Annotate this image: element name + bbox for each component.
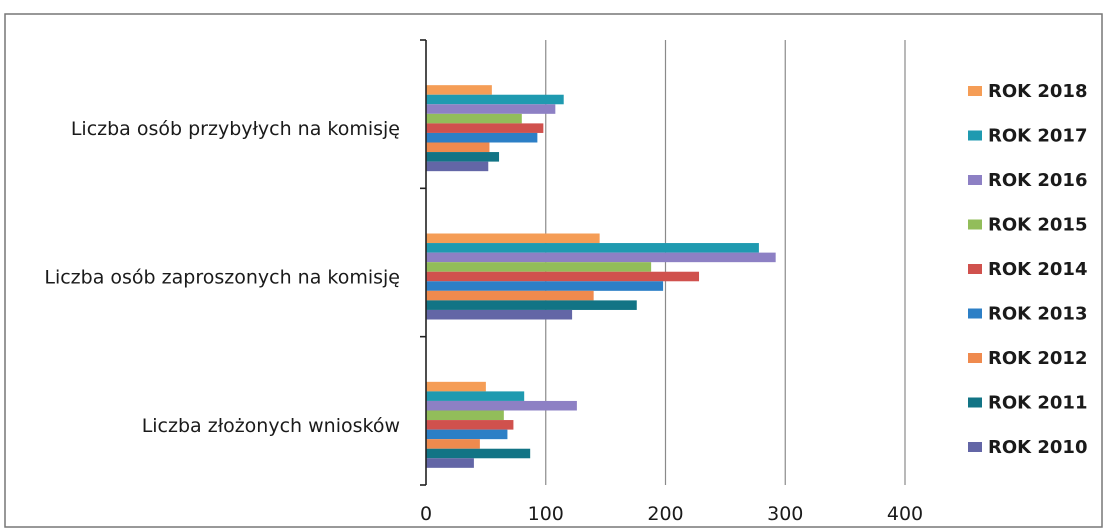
bar-rok-2011-cat-1 [426, 300, 637, 310]
x-tick-label: 100 [528, 503, 564, 525]
category-labels: Liczba osób przybyłych na komisję Liczba … [44, 118, 400, 437]
bar-rok-2012-cat-1 [426, 290, 594, 301]
x-tick-label: 200 [647, 503, 683, 525]
legend-label-rok-2012: ROK 2012 [988, 348, 1087, 369]
legend-swatch-rok-2016 [968, 175, 982, 185]
legend-label-rok-2010: ROK 2010 [988, 437, 1087, 458]
bar-rok-2015-cat-1 [426, 262, 652, 272]
bar-rok-2011-cat-0 [426, 152, 500, 162]
x-tick-label: 300 [767, 503, 803, 525]
bar-rok-2018-cat-1 [426, 233, 600, 244]
bar-rok-2012-cat-2 [426, 439, 480, 449]
legend-swatch-rok-2014 [968, 264, 982, 274]
legend-swatch-rok-2011 [968, 397, 982, 408]
bar-rok-2018-cat-2 [426, 381, 486, 392]
bar-rok-2018-cat-0 [426, 85, 492, 95]
legend: ROK 2018 ROK 2017 ROK 2016 ROK 2015 ROK 2014… [968, 81, 1087, 458]
category-label: Liczba złożonych wniosków [142, 415, 400, 437]
legend-swatch-rok-2017 [968, 130, 982, 141]
legend-swatch-rok-2018 [968, 86, 982, 96]
legend-label-rok-2015: ROK 2015 [988, 215, 1087, 236]
category-label: Liczba osób zaproszonych na komisję [44, 267, 400, 289]
legend-swatch-rok-2010 [968, 442, 982, 452]
bar-rok-2012-cat-0 [426, 142, 490, 153]
x-tick-label: 400 [887, 503, 923, 525]
bar-rok-2017-cat-0 [426, 94, 564, 105]
category-label: Liczba osób przybyłych na komisję [71, 118, 400, 140]
bar-rok-2013-cat-0 [426, 132, 538, 143]
legend-label-rok-2016: ROK 2016 [988, 170, 1087, 191]
bar-rok-2016-cat-2 [426, 400, 577, 411]
legend-label-rok-2018: ROK 2018 [988, 81, 1087, 102]
bar-rok-2015-cat-0 [426, 113, 522, 124]
bar-rok-2016-cat-0 [426, 104, 556, 114]
bar-rok-2014-cat-2 [426, 420, 514, 430]
bar-rok-2017-cat-1 [426, 243, 759, 253]
bar-rok-2010-cat-0 [426, 161, 489, 172]
bar-rok-2014-cat-0 [426, 123, 544, 133]
bar-rok-2013-cat-1 [426, 281, 664, 291]
bar-rok-2017-cat-2 [426, 391, 525, 401]
x-tick-label: 0 [420, 503, 432, 525]
legend-swatch-rok-2015 [968, 219, 982, 230]
bar-rok-2010-cat-1 [426, 309, 573, 320]
x-tick-labels: 0 100 200 300 400 [420, 503, 923, 525]
y-axis [420, 39, 427, 486]
legend-label-rok-2014: ROK 2014 [988, 259, 1087, 280]
bar-rok-2011-cat-2 [426, 448, 531, 459]
chart-border [4, 13, 1103, 528]
bar-rok-2014-cat-1 [426, 271, 700, 282]
legend-label-rok-2011: ROK 2011 [988, 393, 1087, 414]
bar-rok-2015-cat-2 [426, 410, 504, 421]
bar-rok-2016-cat-1 [426, 252, 776, 263]
bars-group [426, 85, 776, 468]
legend-swatch-rok-2013 [968, 308, 982, 319]
legend-label-rok-2017: ROK 2017 [988, 126, 1087, 147]
bar-rok-2010-cat-2 [426, 458, 474, 468]
legend-label-rok-2013: ROK 2013 [988, 304, 1087, 325]
bar-rok-2013-cat-2 [426, 429, 508, 440]
legend-swatch-rok-2012 [968, 353, 982, 363]
